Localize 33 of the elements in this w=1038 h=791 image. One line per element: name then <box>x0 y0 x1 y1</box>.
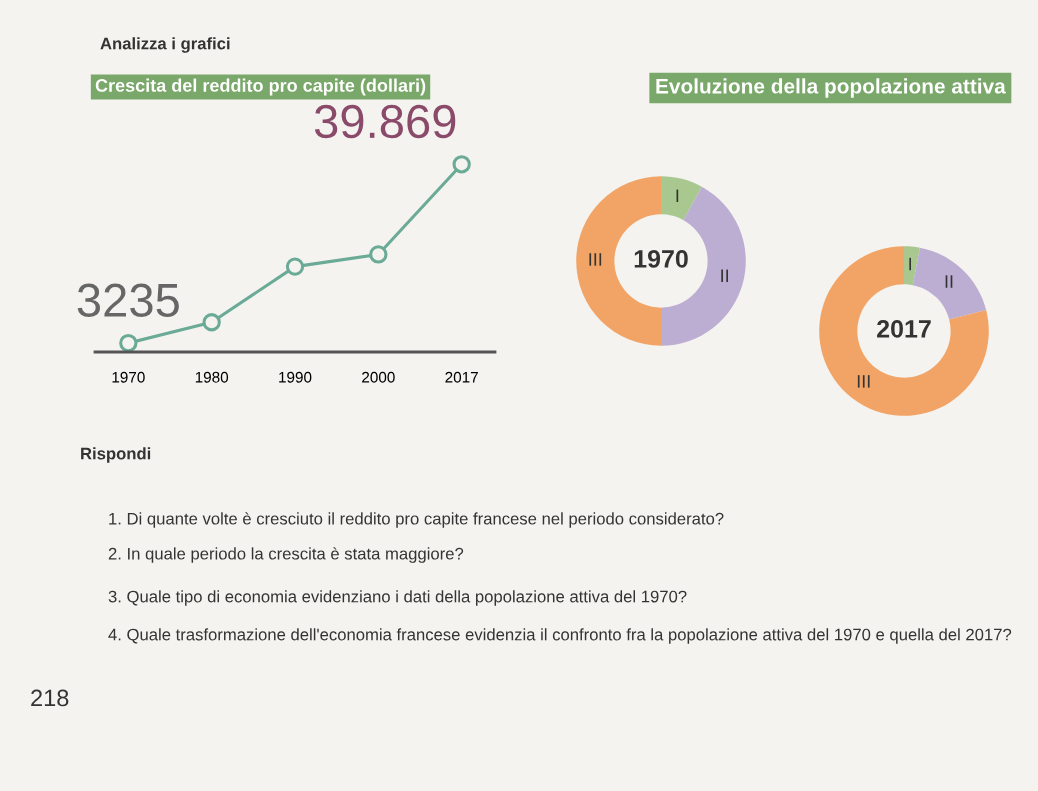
text: 1970 <box>634 250 688 268</box>
chart-title: Crescita del reddito pro capite (dollari) <box>95 78 426 96</box>
text: Analizza i grafici <box>100 37 230 53</box>
slice-label: III <box>857 375 870 388</box>
donut-slice <box>661 176 702 221</box>
point <box>119 333 138 352</box>
donut-slice <box>819 246 989 416</box>
x-tick-label: 1980 <box>195 371 229 383</box>
text: 2. In quale periodo la crescita è stata maggiore? <box>108 547 464 563</box>
donut-slice <box>904 246 920 286</box>
x-tick-label: 2000 <box>362 371 395 383</box>
text: 4. Quale trasformazione dell'economia francese evidenzia il confronto fra la popolazione attiva del 1970 e quella del 2017? <box>108 628 1012 644</box>
point <box>369 245 388 264</box>
slice-label: II <box>721 269 729 283</box>
text: 2017 <box>877 320 931 338</box>
x-tick-label: 1970 <box>112 371 145 383</box>
slice-label: III <box>589 253 602 266</box>
text: 218 <box>31 689 69 707</box>
point <box>202 313 221 332</box>
text: Evoluzione della popolazione attiva <box>656 78 1006 98</box>
donut-slice <box>912 247 987 320</box>
data-label: 3235 <box>77 283 179 318</box>
text: Rispondi <box>81 447 151 463</box>
slice-label: II <box>945 275 953 288</box>
slice-label: I <box>909 257 912 271</box>
text: 3. Quale tipo di economia evidenziano i dati della popolazione attiva del 1970? <box>108 590 687 606</box>
slice-label: I <box>676 189 679 203</box>
data-label: 39.869 <box>314 104 456 139</box>
point <box>452 155 471 174</box>
x-tick-label: 1990 <box>279 371 312 383</box>
x-tick-label: 2017 <box>445 371 478 383</box>
point <box>285 257 305 276</box>
text: 1. Di quante volte è cresciuto il reddito pro capite francese nel periodo considerato? <box>109 512 724 528</box>
